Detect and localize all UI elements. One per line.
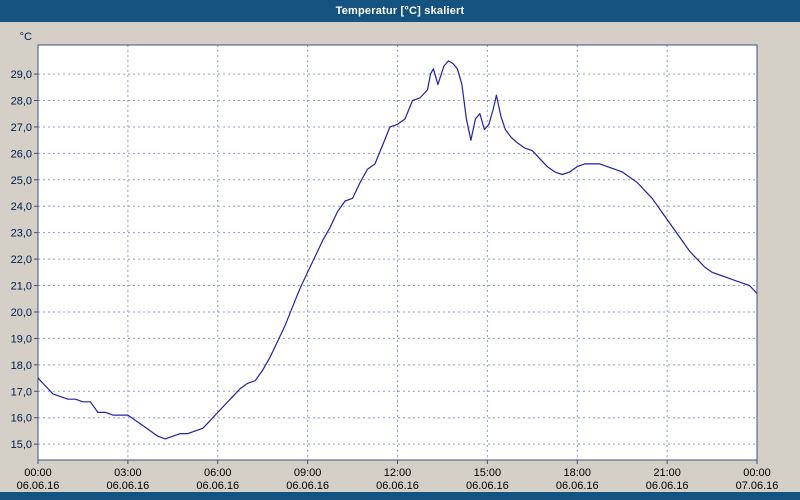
svg-text:°C: °C <box>20 31 32 43</box>
svg-text:15:00: 15:00 <box>474 467 502 479</box>
svg-text:06.06.16: 06.06.16 <box>106 480 149 492</box>
title-bar[interactable]: Temperatur [°C] skaliert <box>0 0 800 22</box>
svg-text:18:00: 18:00 <box>563 467 591 479</box>
window-title: Temperatur [°C] skaliert <box>335 5 465 17</box>
svg-text:06.06.16: 06.06.16 <box>556 480 599 492</box>
svg-text:15,0: 15,0 <box>11 439 32 451</box>
svg-text:22,0: 22,0 <box>11 254 32 266</box>
chart-area: 15,0 16,0 17,0 18,0 19,0 20,0 21,0 22,0 23,0 24,0… <box>0 22 800 492</box>
svg-text:00:00: 00:00 <box>24 467 52 479</box>
svg-text:21:00: 21:00 <box>653 467 681 479</box>
svg-text:20,0: 20,0 <box>11 307 32 319</box>
svg-text:07.06.16: 07.06.16 <box>736 480 779 492</box>
svg-text:23,0: 23,0 <box>11 228 32 240</box>
svg-text:26,0: 26,0 <box>11 148 32 160</box>
svg-text:09:00: 09:00 <box>294 467 322 479</box>
svg-text:03:00: 03:00 <box>114 467 142 479</box>
svg-text:21,0: 21,0 <box>11 281 32 293</box>
svg-text:19,0: 19,0 <box>11 333 32 345</box>
svg-text:28,0: 28,0 <box>11 96 32 108</box>
svg-text:12:00: 12:00 <box>384 467 412 479</box>
svg-text:16,0: 16,0 <box>11 413 32 425</box>
svg-text:06.06.16: 06.06.16 <box>376 480 419 492</box>
svg-text:25,0: 25,0 <box>11 175 32 187</box>
bottom-bar <box>0 492 800 500</box>
svg-text:17,0: 17,0 <box>11 386 32 398</box>
svg-text:27,0: 27,0 <box>11 122 32 134</box>
chart-canvas: 15,0 16,0 17,0 18,0 19,0 20,0 21,0 22,0 23,0 24,0… <box>11 31 779 492</box>
svg-text:06.06.16: 06.06.16 <box>17 480 60 492</box>
svg-text:00:00: 00:00 <box>743 467 771 479</box>
svg-text:24,0: 24,0 <box>11 201 32 213</box>
svg-text:06.06.16: 06.06.16 <box>646 480 689 492</box>
svg-text:06.06.16: 06.06.16 <box>286 480 329 492</box>
svg-text:06.06.16: 06.06.16 <box>196 480 239 492</box>
svg-text:06:00: 06:00 <box>204 467 232 479</box>
svg-text:06.06.16: 06.06.16 <box>466 480 509 492</box>
svg-text:29,0: 29,0 <box>11 69 32 81</box>
svg-text:18,0: 18,0 <box>11 360 32 372</box>
